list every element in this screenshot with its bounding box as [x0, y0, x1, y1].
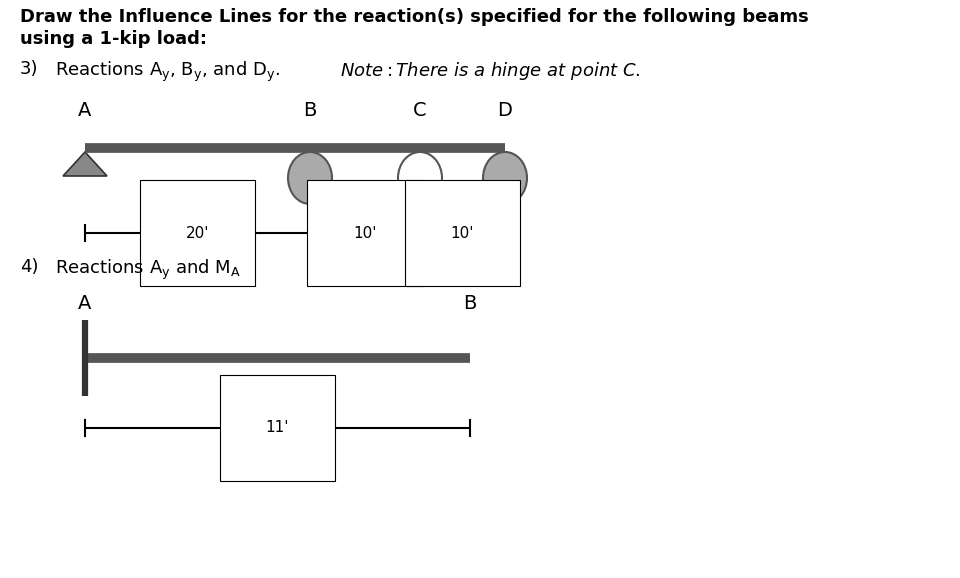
Text: 20': 20' [185, 225, 209, 240]
Text: Draw the Influence Lines for the reaction(s) specified for the following beams: Draw the Influence Lines for the reactio… [20, 8, 808, 26]
Text: 10': 10' [451, 225, 474, 240]
Text: B: B [464, 294, 477, 313]
Text: A: A [79, 294, 92, 313]
Text: B: B [303, 101, 317, 120]
Text: using a 1-kip load:: using a 1-kip load: [20, 30, 207, 48]
Text: 3): 3) [20, 60, 38, 78]
Text: 10': 10' [353, 225, 376, 240]
Text: D: D [497, 101, 513, 120]
Text: $\it{Note: There\ is\ a\ hinge\ at\ point\ C.}$: $\it{Note: There\ is\ a\ hinge\ at\ poin… [340, 60, 640, 82]
Ellipse shape [398, 152, 442, 204]
Text: 11': 11' [266, 421, 289, 435]
Text: Reactions $\mathregular{A_y}$, $\mathregular{B_y}$, and $\mathregular{D_y}$.: Reactions $\mathregular{A_y}$, $\mathreg… [55, 60, 280, 84]
Text: A: A [79, 101, 92, 120]
Text: 4): 4) [20, 258, 38, 276]
Ellipse shape [483, 152, 527, 204]
Ellipse shape [288, 152, 332, 204]
Polygon shape [63, 152, 107, 176]
Text: Reactions $\mathregular{A_y}$ and $\mathregular{M_A}$: Reactions $\mathregular{A_y}$ and $\math… [55, 258, 241, 282]
Text: C: C [413, 101, 427, 120]
